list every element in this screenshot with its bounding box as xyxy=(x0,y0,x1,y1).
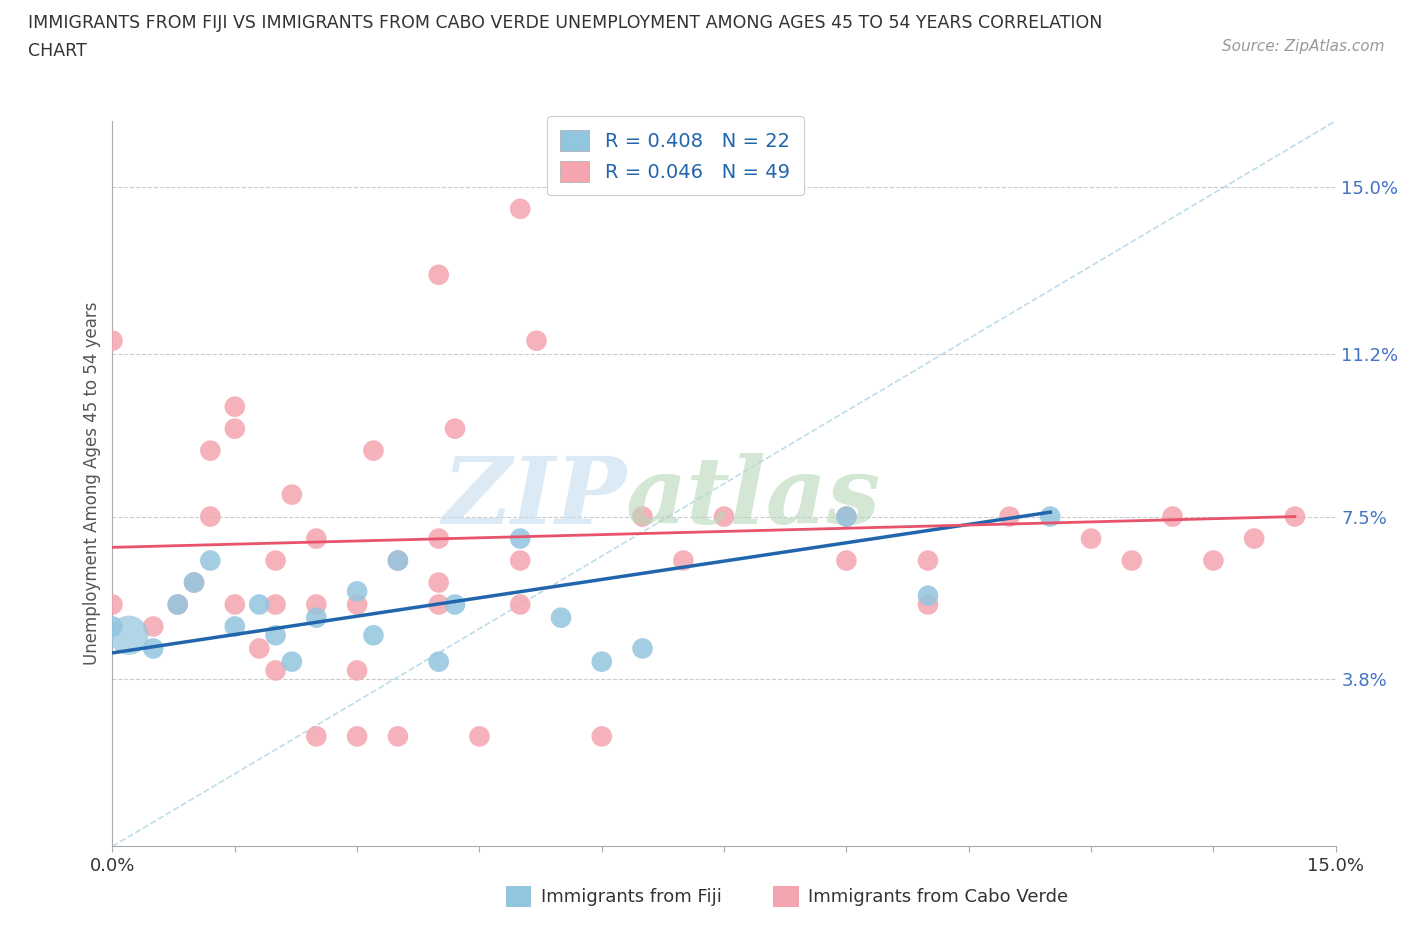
Legend: R = 0.408   N = 22, R = 0.046   N = 49: R = 0.408 N = 22, R = 0.046 N = 49 xyxy=(547,116,804,195)
Point xyxy=(1161,509,1184,524)
Point xyxy=(305,531,328,546)
Point xyxy=(101,333,124,348)
Point xyxy=(101,619,124,634)
Point xyxy=(224,597,246,612)
Point xyxy=(224,399,246,414)
Point xyxy=(917,589,939,604)
Point xyxy=(363,628,385,643)
Point xyxy=(631,641,654,656)
Point xyxy=(509,531,531,546)
Point xyxy=(363,444,385,458)
Point xyxy=(427,531,450,546)
Point xyxy=(444,597,467,612)
Point xyxy=(305,610,328,625)
Text: Source: ZipAtlas.com: Source: ZipAtlas.com xyxy=(1222,39,1385,54)
Point xyxy=(281,654,304,669)
Text: IMMIGRANTS FROM FIJI VS IMMIGRANTS FROM CABO VERDE UNEMPLOYMENT AMONG AGES 45 TO: IMMIGRANTS FROM FIJI VS IMMIGRANTS FROM … xyxy=(28,14,1102,32)
Point xyxy=(427,654,450,669)
Text: atlas: atlas xyxy=(626,453,882,543)
Point xyxy=(550,610,572,625)
Point xyxy=(101,597,124,612)
Point xyxy=(835,509,858,524)
Point xyxy=(631,509,654,524)
Point xyxy=(142,641,165,656)
Point xyxy=(998,509,1021,524)
Point xyxy=(264,597,287,612)
Point xyxy=(387,553,409,568)
Point xyxy=(444,421,467,436)
Point xyxy=(1202,553,1225,568)
Point xyxy=(142,619,165,634)
Point xyxy=(247,597,270,612)
Point xyxy=(509,597,531,612)
Point xyxy=(305,597,328,612)
Point xyxy=(183,575,205,590)
Point xyxy=(509,202,531,217)
Point xyxy=(526,333,548,348)
Point xyxy=(166,597,188,612)
Point xyxy=(346,729,368,744)
Point xyxy=(166,597,188,612)
Point xyxy=(427,597,450,612)
Point xyxy=(183,575,205,590)
Point xyxy=(509,553,531,568)
Point xyxy=(387,553,409,568)
Text: Immigrants from Cabo Verde: Immigrants from Cabo Verde xyxy=(808,887,1069,906)
Point xyxy=(427,575,450,590)
Text: ZIP: ZIP xyxy=(441,453,626,543)
Point xyxy=(387,729,409,744)
Point xyxy=(224,421,246,436)
Point xyxy=(1284,509,1306,524)
Point xyxy=(917,553,939,568)
Point xyxy=(917,597,939,612)
Text: Immigrants from Fiji: Immigrants from Fiji xyxy=(541,887,723,906)
Point xyxy=(835,509,858,524)
Point xyxy=(468,729,491,744)
Point xyxy=(591,729,613,744)
Point xyxy=(591,654,613,669)
Point xyxy=(200,553,222,568)
Point xyxy=(1080,531,1102,546)
Point xyxy=(427,267,450,282)
Point xyxy=(264,553,287,568)
Point xyxy=(200,444,222,458)
Y-axis label: Unemployment Among Ages 45 to 54 years: Unemployment Among Ages 45 to 54 years xyxy=(83,302,101,665)
Point xyxy=(224,619,246,634)
Point xyxy=(305,729,328,744)
Point xyxy=(835,553,858,568)
Point xyxy=(1243,531,1265,546)
Point xyxy=(713,509,735,524)
Point xyxy=(346,597,368,612)
Point xyxy=(1121,553,1143,568)
Point xyxy=(264,628,287,643)
Text: CHART: CHART xyxy=(28,42,87,60)
Point xyxy=(1039,509,1062,524)
Point xyxy=(264,663,287,678)
Point xyxy=(200,509,222,524)
Point xyxy=(247,641,270,656)
Point xyxy=(118,628,141,643)
Point xyxy=(346,584,368,599)
Point xyxy=(672,553,695,568)
Point xyxy=(281,487,304,502)
Point xyxy=(346,663,368,678)
